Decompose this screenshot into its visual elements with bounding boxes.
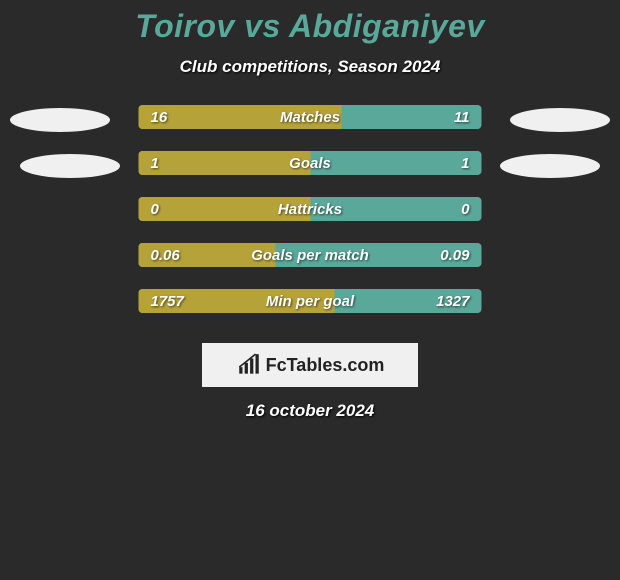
stats-list: 16Matches111Goals10Hattricks00.06Goals p… <box>0 105 620 319</box>
bar-chart-icon <box>236 352 262 378</box>
player-left-ellipse <box>10 108 110 132</box>
stat-text: 16Matches11 <box>139 105 482 129</box>
stat-label: Min per goal <box>139 293 482 310</box>
date-line: 16 october 2024 <box>0 401 620 421</box>
stat-left-value: 1757 <box>151 293 184 310</box>
stat-label: Hattricks <box>139 201 482 218</box>
stat-right-value: 11 <box>454 109 470 126</box>
stat-left-value: 0.06 <box>151 247 180 264</box>
subtitle: Club competitions, Season 2024 <box>0 57 620 77</box>
stat-left-value: 16 <box>151 109 168 126</box>
stat-bar: 1757Min per goal1327 <box>139 289 482 313</box>
stat-row: 1757Min per goal1327 <box>0 289 620 319</box>
stat-bar: 0Hattricks0 <box>139 197 482 221</box>
stat-row: 0Hattricks0 <box>0 197 620 227</box>
stat-right-value: 1327 <box>436 293 469 310</box>
stat-label: Goals <box>139 155 482 172</box>
player-right-ellipse <box>510 108 610 132</box>
stat-right-value: 1 <box>461 155 469 172</box>
stat-right-value: 0 <box>461 201 469 218</box>
stat-text: 1Goals1 <box>139 151 482 175</box>
logo: FcTables.com <box>236 352 385 378</box>
stat-text: 0.06Goals per match0.09 <box>139 243 482 267</box>
stat-text: 1757Min per goal1327 <box>139 289 482 313</box>
stat-left-value: 1 <box>151 155 159 172</box>
stat-right-value: 0.09 <box>440 247 469 264</box>
stat-row: 1Goals1 <box>0 151 620 181</box>
stat-label: Matches <box>139 109 482 126</box>
logo-text: FcTables.com <box>266 355 385 376</box>
comparison-card: Toirov vs Abdiganiyev Club competitions,… <box>0 0 620 421</box>
stat-label: Goals per match <box>139 247 482 264</box>
stat-text: 0Hattricks0 <box>139 197 482 221</box>
stat-bar: 0.06Goals per match0.09 <box>139 243 482 267</box>
stat-row: 16Matches11 <box>0 105 620 135</box>
stat-bar: 16Matches11 <box>139 105 482 129</box>
stat-bar: 1Goals1 <box>139 151 482 175</box>
page-title: Toirov vs Abdiganiyev <box>0 8 620 45</box>
stat-left-value: 0 <box>151 201 159 218</box>
player-left-ellipse <box>20 154 120 178</box>
logo-box[interactable]: FcTables.com <box>202 343 418 387</box>
stat-row: 0.06Goals per match0.09 <box>0 243 620 273</box>
player-right-ellipse <box>500 154 600 178</box>
